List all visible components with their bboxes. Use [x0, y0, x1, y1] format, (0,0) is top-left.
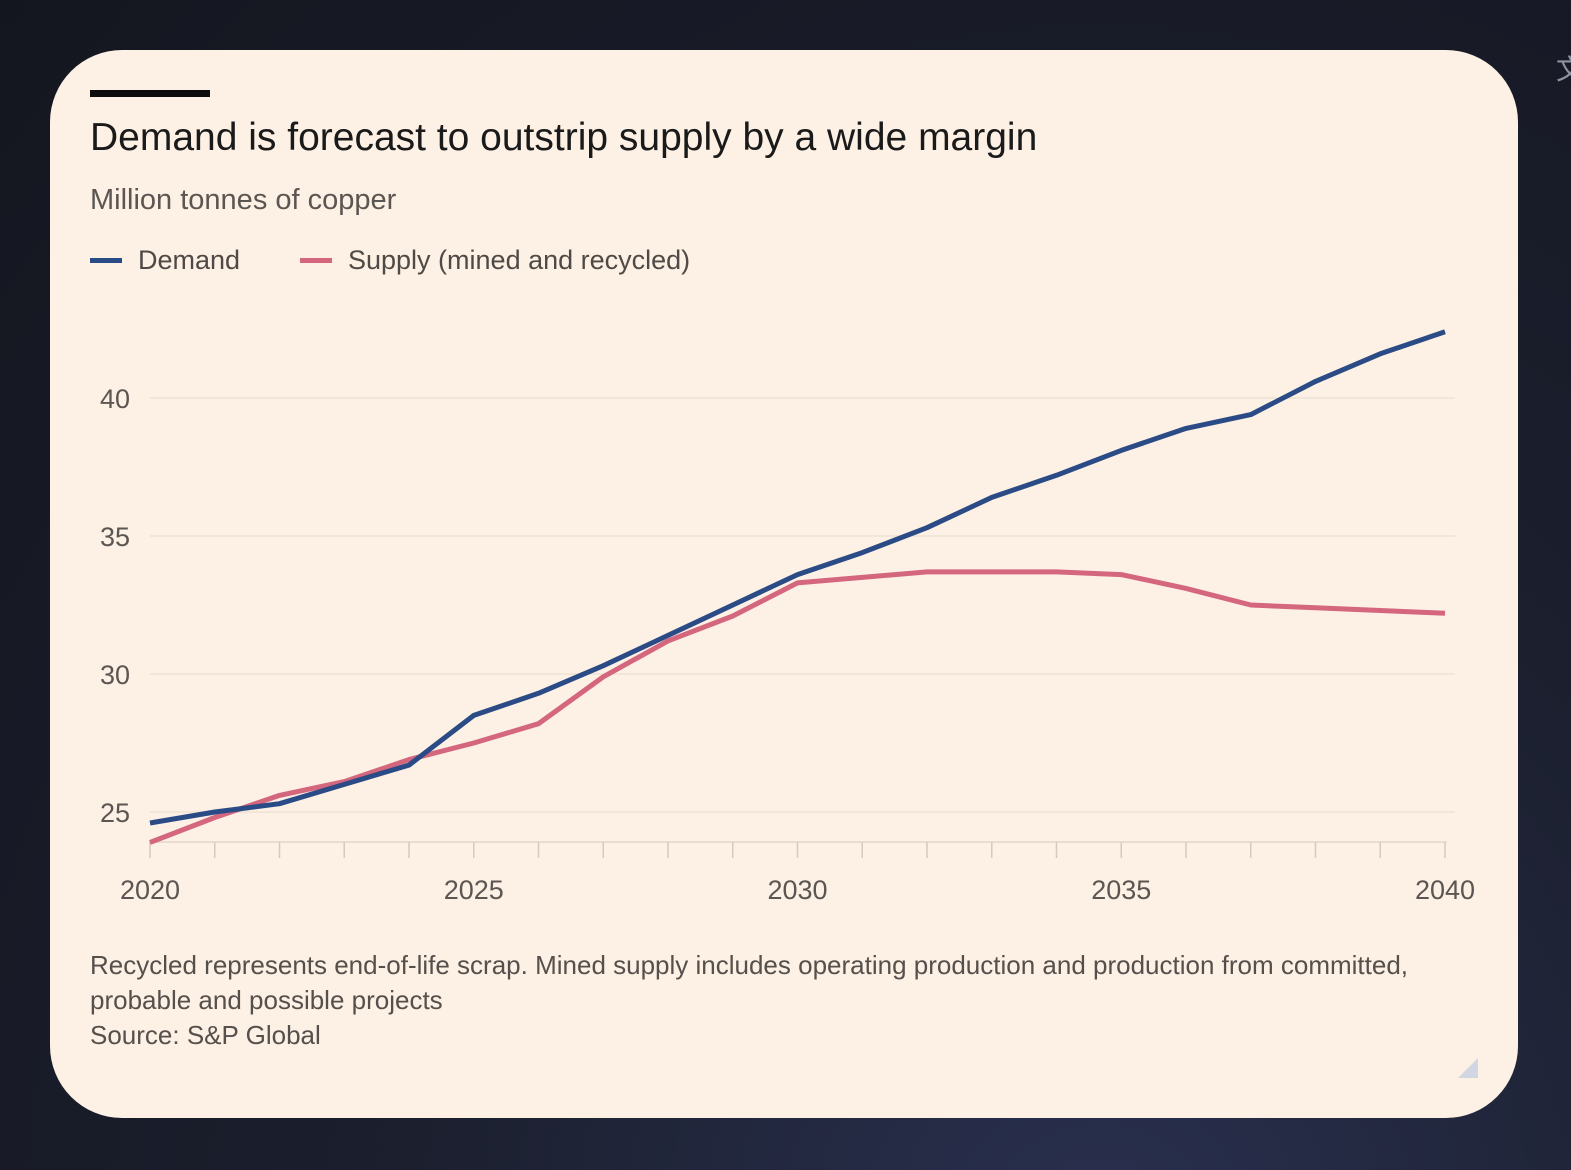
line-chart: 25 30 35 40 2020 2025 2030 2035 2040 [100, 329, 1475, 905]
legend-item-demand: Demand [90, 245, 240, 276]
y-tick-label-25: 25 [100, 798, 130, 828]
chart-title: Demand is forecast to outstrip supply by… [90, 116, 1038, 159]
y-tick-label-35: 35 [100, 522, 130, 552]
legend-swatch-supply [300, 258, 332, 263]
chart-footnote: Recycled represents end-of-life scrap. M… [90, 950, 1409, 1015]
x-tick-label-2020: 2020 [120, 875, 180, 905]
chart-card: Demand is forecast to outstrip supply by… [50, 50, 1518, 1118]
legend-item-supply: Supply (mined and recycled) [300, 245, 690, 276]
demand-line [149, 329, 1446, 826]
top-rule [90, 90, 210, 97]
x-tick-label-2035: 2035 [1091, 875, 1151, 905]
legend-label-demand: Demand [138, 245, 241, 275]
chart-subtitle: Million tonnes of copper [90, 184, 397, 216]
y-tick-label-40: 40 [100, 384, 130, 414]
translate-icon: 文 [1556, 54, 1571, 85]
legend-swatch-demand [90, 258, 122, 263]
legend-label-supply: Supply (mined and recycled) [348, 245, 691, 275]
y-tick-label-30: 30 [100, 660, 130, 690]
x-tick-label-2025: 2025 [444, 875, 504, 905]
x-tick-label-2030: 2030 [767, 875, 827, 905]
x-tick-label-2040: 2040 [1415, 875, 1475, 905]
chart-source: Source: S&P Global [90, 1020, 321, 1050]
supply-line [149, 569, 1446, 845]
resize-handle-icon [1458, 1058, 1478, 1078]
